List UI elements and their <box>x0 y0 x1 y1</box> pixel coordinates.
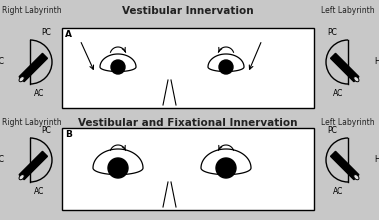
Text: AC: AC <box>34 89 45 98</box>
Text: HC: HC <box>0 57 4 66</box>
Text: Vestibular and Fixational Innervation: Vestibular and Fixational Innervation <box>78 118 298 128</box>
Circle shape <box>108 158 128 178</box>
Polygon shape <box>330 151 359 180</box>
Polygon shape <box>208 54 244 72</box>
Polygon shape <box>93 149 143 175</box>
Circle shape <box>219 60 233 74</box>
Text: Right Labyrinth: Right Labyrinth <box>2 6 62 15</box>
Circle shape <box>111 60 125 74</box>
Bar <box>62 128 314 210</box>
Polygon shape <box>100 54 136 72</box>
Text: B: B <box>65 130 72 139</box>
Text: AC: AC <box>34 187 45 196</box>
Polygon shape <box>330 53 359 82</box>
Text: PC: PC <box>327 126 337 135</box>
Ellipse shape <box>19 175 24 180</box>
Polygon shape <box>19 53 47 82</box>
Text: PC: PC <box>41 126 51 135</box>
Text: PC: PC <box>41 28 51 37</box>
Text: HC: HC <box>374 57 379 66</box>
Text: Vestibular Innervation: Vestibular Innervation <box>122 6 254 16</box>
Polygon shape <box>201 149 251 175</box>
Ellipse shape <box>354 77 359 82</box>
Polygon shape <box>19 151 47 180</box>
Text: HC: HC <box>374 156 379 165</box>
Text: A: A <box>65 30 72 39</box>
Text: HC: HC <box>0 156 4 165</box>
Text: AC: AC <box>333 187 344 196</box>
Ellipse shape <box>19 77 24 82</box>
Text: Left Labyrinth: Left Labyrinth <box>321 118 375 127</box>
Text: AC: AC <box>333 89 344 98</box>
Ellipse shape <box>354 175 359 180</box>
Text: Left Labyrinth: Left Labyrinth <box>321 6 375 15</box>
Bar <box>62 28 314 108</box>
Text: PC: PC <box>327 28 337 37</box>
Text: Right Labyrinth: Right Labyrinth <box>2 118 62 127</box>
Circle shape <box>216 158 236 178</box>
